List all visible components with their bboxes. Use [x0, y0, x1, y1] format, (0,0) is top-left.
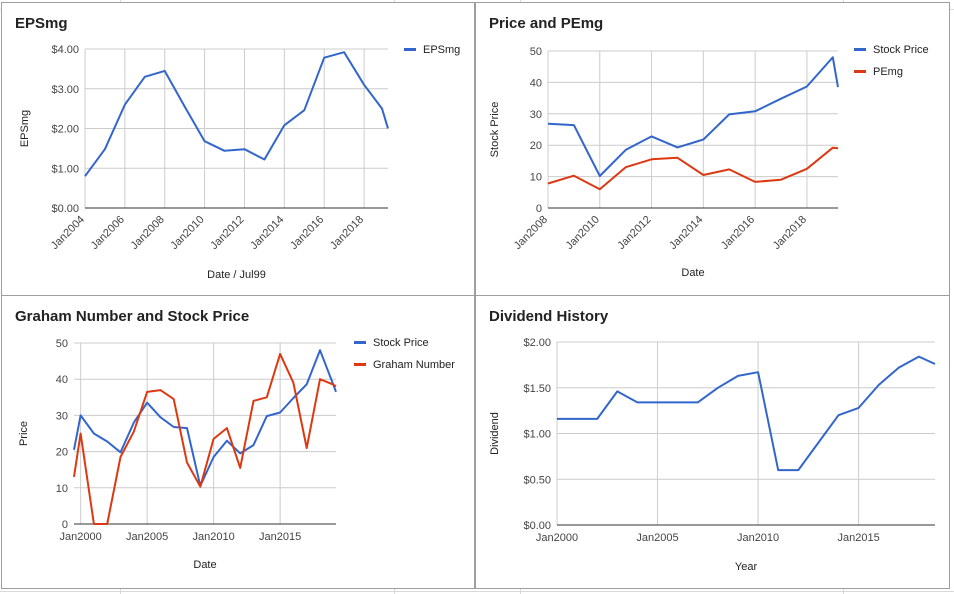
- y-tick-label: 50: [56, 338, 68, 350]
- legend-swatch: [354, 363, 366, 366]
- x-tick-label: Jan2014: [248, 214, 286, 252]
- x-tick-label: Jan2018: [771, 214, 809, 252]
- series-line: [547, 146, 839, 191]
- x-tick-label: Jan2010: [737, 532, 779, 544]
- x-tick-label: Jan2018: [328, 214, 366, 252]
- x-tick-label: Jan2015: [837, 532, 879, 544]
- x-tick-label: Jan2016: [719, 214, 757, 252]
- x-tick-label: Jan2016: [288, 214, 326, 252]
- chart-title: Graham Number and Stock Price: [15, 308, 250, 325]
- x-tick-label: Jan2000: [60, 531, 102, 543]
- chart-panel-epsmg: EPSmg $0.00 $1.00 $2.00 $3.00 $4.00 Jan2004 Ja…: [1, 2, 475, 296]
- background-gridline: [0, 591, 954, 592]
- y-tick-label: $3.00: [51, 84, 79, 96]
- x-axis-label: Date: [193, 559, 216, 571]
- y-tick-label: 0: [62, 519, 68, 531]
- legend-label: Stock Price: [873, 44, 929, 56]
- y-tick-label: 0: [536, 203, 542, 215]
- price-pemg-chart: 0 10 20 30 40 50 Jan2008 Jan2010 Jan2012 Jan2014 J…: [489, 44, 929, 279]
- legend-swatch: [404, 48, 416, 51]
- y-axis-label: Dividend: [489, 412, 501, 455]
- y-axis-label: Stock Price: [489, 102, 501, 158]
- y-tick-label: $1.50: [523, 383, 551, 395]
- x-tick-label: Jan2015: [259, 531, 301, 543]
- dividend-chart: $0.00 $0.50 $1.00 $1.50 $2.00 Jan2000 Jan2005 J…: [489, 337, 936, 573]
- x-tick-label: Jan2012: [615, 214, 653, 252]
- y-tick-label: 30: [56, 410, 68, 422]
- y-tick-label: $4.00: [51, 44, 79, 56]
- x-tick-label: Jan2012: [208, 214, 246, 252]
- chart-panel-graham: Graham Number and Stock Price 0 10 20 30 40 5…: [1, 295, 475, 589]
- x-tick-label: Jan2014: [667, 214, 705, 252]
- y-tick-label: $0.00: [51, 203, 79, 215]
- y-tick-label: $2.00: [523, 337, 551, 349]
- x-tick-label: Jan2000: [536, 532, 578, 544]
- y-axis-label: EPSmg: [19, 110, 31, 147]
- chart-panel-price-pemg: Price and PEmg 0 10 20 30 40 50 Jan2008 Jan2010…: [475, 2, 950, 296]
- x-axis-label: Date / Jul99: [207, 269, 266, 281]
- y-tick-label: 20: [56, 447, 68, 459]
- x-tick-label: Jan2010: [168, 214, 206, 252]
- x-tick-label: Jan2010: [564, 214, 602, 252]
- chart-title: Dividend History: [489, 308, 609, 325]
- x-axis-label: Date: [681, 267, 704, 279]
- y-tick-label: $0.00: [523, 520, 551, 532]
- x-tick-label: Jan2006: [89, 214, 127, 252]
- legend-label: EPSmg: [423, 44, 460, 56]
- legend-swatch: [854, 48, 866, 51]
- series-line: [73, 352, 337, 525]
- y-tick-label: 20: [530, 140, 542, 152]
- y-tick-label: 10: [56, 483, 68, 495]
- x-tick-label: Jan2005: [126, 531, 168, 543]
- y-tick-label: 10: [530, 172, 542, 184]
- y-tick-label: 50: [530, 46, 542, 58]
- chart-title: EPSmg: [15, 15, 68, 32]
- series-line: [557, 355, 936, 472]
- y-tick-label: $1.00: [51, 163, 79, 175]
- y-tick-label: $1.00: [523, 429, 551, 441]
- series-line: [73, 349, 337, 487]
- legend-swatch: [354, 341, 366, 344]
- y-tick-label: $2.00: [51, 124, 79, 136]
- chart-title: Price and PEmg: [489, 15, 604, 32]
- x-axis-label: Year: [735, 561, 758, 573]
- x-tick-label: Jan2010: [193, 531, 235, 543]
- x-tick-label: Jan2008: [129, 214, 167, 252]
- y-axis-label: Price: [18, 421, 30, 446]
- y-tick-label: 40: [530, 77, 542, 89]
- y-tick-label: 40: [56, 374, 68, 386]
- x-tick-label: Jan2004: [49, 214, 87, 252]
- graham-chart: 0 10 20 30 40 50 Jan2000 Jan2005 Jan2010 Jan2015 D…: [18, 337, 455, 571]
- chart-panel-dividend: Dividend History $0.00 $0.50 $1.00 $1.50 $2.…: [475, 295, 950, 589]
- series-line: [84, 51, 389, 177]
- series-line: [547, 56, 839, 177]
- legend-label: PEmg: [873, 66, 903, 78]
- legend-label: Graham Number: [373, 359, 455, 371]
- legend-label: Stock Price: [373, 337, 429, 349]
- x-tick-label: Jan2005: [636, 532, 678, 544]
- legend-swatch: [854, 70, 866, 73]
- y-tick-label: $0.50: [523, 474, 551, 486]
- y-tick-label: 30: [530, 109, 542, 121]
- x-tick-label: Jan2008: [512, 214, 550, 252]
